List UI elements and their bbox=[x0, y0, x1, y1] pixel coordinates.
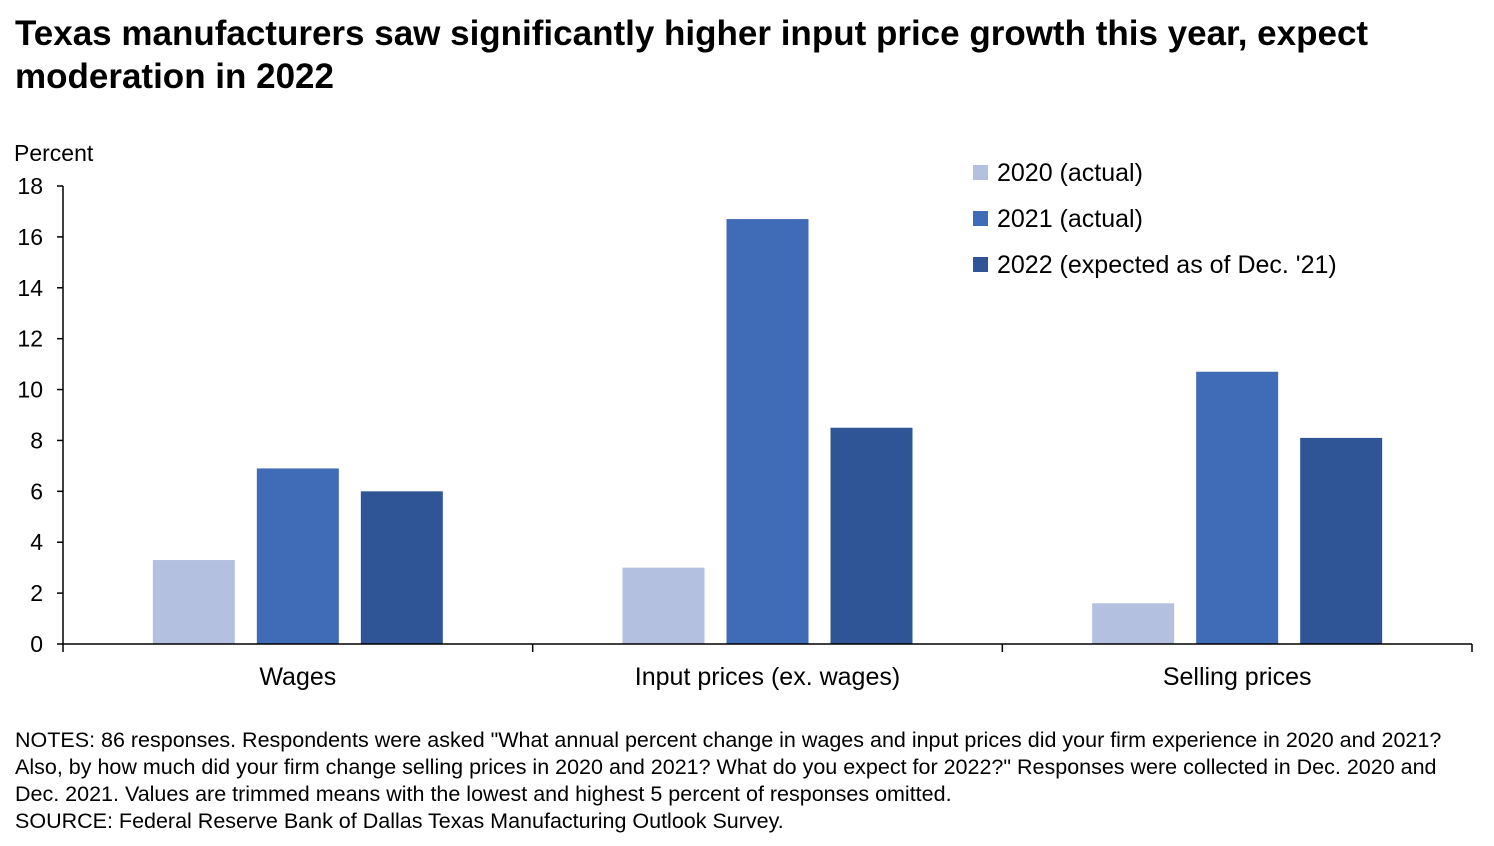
x-tick-label: Wages bbox=[259, 663, 336, 691]
x-tick-label: Selling prices bbox=[1163, 663, 1312, 691]
notes-text: NOTES: 86 responses. Respondents were as… bbox=[15, 728, 1442, 806]
bars bbox=[152, 219, 1383, 645]
legend-swatch bbox=[973, 211, 988, 226]
legend-label: 2021 (actual) bbox=[997, 205, 1143, 233]
x-tick-label: Input prices (ex. wages) bbox=[635, 663, 900, 691]
bar bbox=[1196, 371, 1279, 644]
y-axis-label: Percent bbox=[14, 140, 94, 166]
legend-swatch bbox=[973, 257, 988, 272]
y-tick-label: 16 bbox=[17, 224, 43, 250]
bar-chart: Percent 0 2 4 6 8 10 12 14 16 18 Wages Input price… bbox=[14, 140, 1473, 691]
bar bbox=[256, 468, 339, 644]
bar bbox=[360, 491, 443, 644]
y-tick-label: 2 bbox=[30, 580, 43, 606]
bar bbox=[152, 560, 235, 644]
x-axis: Wages Input prices (ex. wages) Selling pri… bbox=[62, 643, 1473, 691]
source-text: SOURCE: Federal Reserve Bank of Dallas T… bbox=[15, 809, 784, 833]
y-axis-ticks: 0 2 4 6 8 10 12 14 16 18 bbox=[17, 173, 64, 657]
y-tick-label: 8 bbox=[30, 427, 43, 453]
y-tick-label: 4 bbox=[30, 529, 43, 555]
legend-label: 2022 (expected as of Dec. '21) bbox=[997, 251, 1337, 279]
chart-title: Texas manufacturers saw significantly hi… bbox=[15, 14, 1369, 96]
bar bbox=[622, 567, 705, 644]
y-tick-label: 18 bbox=[17, 173, 43, 199]
bar bbox=[1300, 437, 1383, 644]
bar bbox=[830, 427, 913, 644]
chart-notes: NOTES: 86 responses. Respondents were as… bbox=[15, 727, 1475, 835]
y-tick-label: 10 bbox=[17, 377, 43, 403]
y-tick-label: 14 bbox=[17, 275, 43, 301]
y-tick-label: 12 bbox=[17, 326, 43, 352]
bar bbox=[726, 219, 809, 645]
y-tick-label: 6 bbox=[30, 478, 43, 504]
legend-label: 2020 (actual) bbox=[997, 159, 1143, 187]
y-tick-label: 0 bbox=[30, 631, 43, 657]
bar bbox=[1092, 603, 1175, 644]
legend-swatch bbox=[973, 165, 988, 180]
legend: 2020 (actual) 2021 (actual) 2022 (expected… bbox=[973, 159, 1337, 279]
